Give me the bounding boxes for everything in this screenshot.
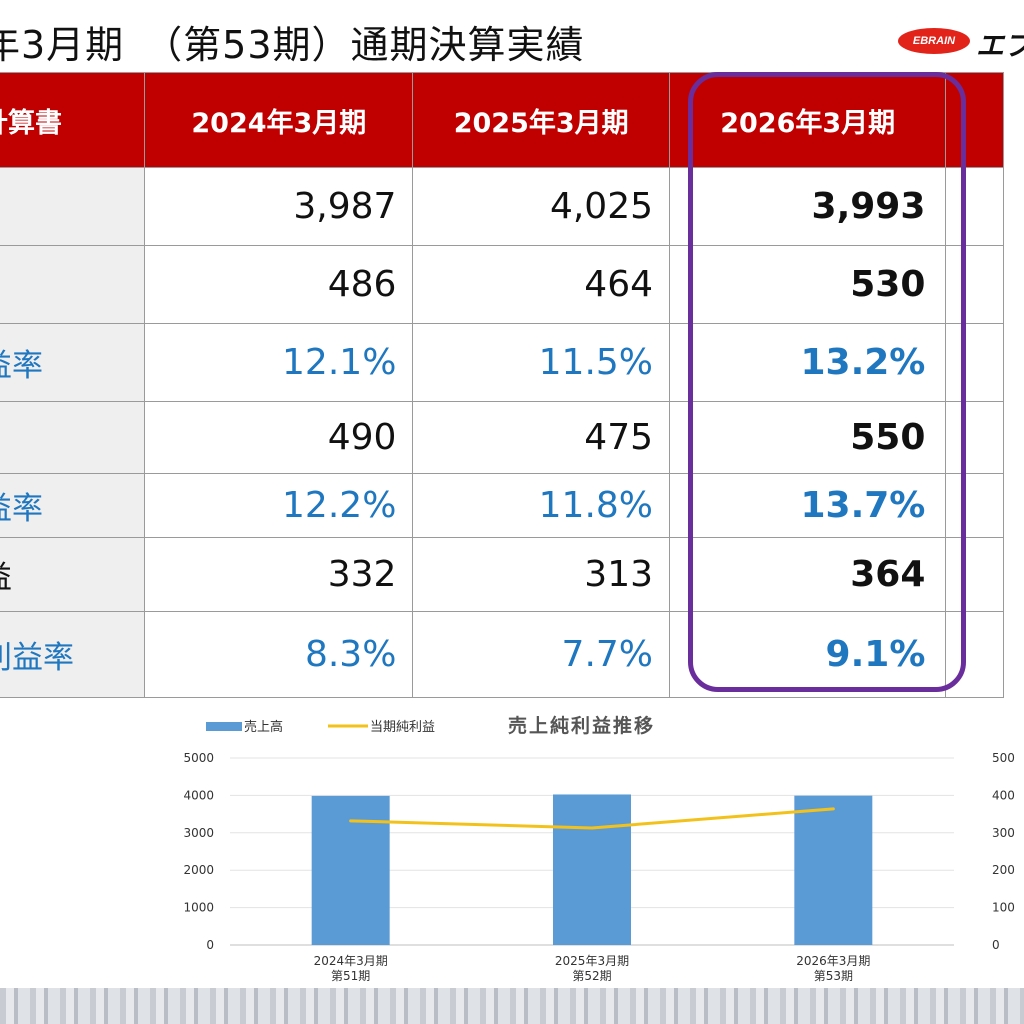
table-cell: 11.5% — [412, 323, 671, 402]
row-label: 利益率 — [0, 611, 146, 698]
x-tick-label: 2026年3月期 — [796, 954, 870, 968]
table-row: 3,987 4,025 3,993 — [0, 167, 1004, 246]
table-header-row: 計算書 2024年3月期 2025年3月期 2026年3月期 — [0, 72, 1004, 168]
y-tick-left: 0 — [206, 938, 214, 952]
bar-sales — [794, 795, 873, 945]
table-row: 490 475 550 — [0, 401, 1004, 474]
bar-sales — [553, 794, 631, 945]
y-tick-right: 400 — [992, 788, 1015, 802]
table-edge-cell — [945, 537, 1004, 612]
table-cell: 9.1% — [669, 611, 947, 698]
x-tick-label: 第51期 — [331, 969, 370, 983]
legend-label-sales: 売上高 — [244, 719, 283, 735]
table-cell: 3,987 — [144, 167, 414, 246]
company-logo: EBRAIN エブ — [896, 22, 1024, 62]
table-cell: 3,993 — [669, 167, 947, 246]
header-statement: 計算書 — [0, 72, 146, 168]
x-tick-label: 2025年3月期 — [555, 954, 629, 968]
y-tick-right: 300 — [992, 826, 1015, 840]
table-edge-cell — [945, 611, 1004, 698]
chart-legend: 売上高 当期純利益 — [206, 719, 435, 735]
table-row: 利益率8.3%7.7%9.1% — [0, 611, 1004, 698]
table-edge-cell — [945, 473, 1004, 538]
x-tick-label: 第53期 — [814, 969, 853, 983]
y-tick-left: 3000 — [183, 826, 214, 840]
row-label — [0, 401, 146, 474]
header-fy2025: 2025年3月期 — [412, 72, 671, 168]
chart-title: 売上純利益推移 — [508, 714, 655, 737]
y-tick-left: 4000 — [183, 788, 214, 802]
page-title: 年3月期 （第53期）通期決算実績 — [0, 23, 585, 67]
table-cell: 490 — [144, 401, 414, 474]
y-tick-right: 200 — [992, 863, 1015, 877]
decorative-circuit-strip — [0, 988, 1024, 1024]
table-cell: 530 — [669, 245, 947, 324]
table-edge-cell — [945, 245, 1004, 324]
legend-label-net-income: 当期純利益 — [370, 720, 435, 735]
row-label — [0, 167, 146, 246]
table-edge-cell — [945, 401, 1004, 474]
y-tick-left: 2000 — [183, 863, 214, 877]
y-tick-right: 100 — [992, 901, 1015, 915]
table-cell: 7.7% — [412, 611, 671, 698]
table-cell: 475 — [412, 401, 671, 474]
row-label: 益率 — [0, 473, 146, 538]
row-label — [0, 245, 146, 324]
x-tick-label: 第52期 — [572, 969, 611, 983]
table-row: 益率12.2%11.8%13.7% — [0, 473, 1004, 538]
table-cell: 4,025 — [412, 167, 671, 246]
header-edge — [945, 72, 1004, 168]
table-row: 益率12.1%11.5%13.2% — [0, 323, 1004, 402]
table-cell: 8.3% — [144, 611, 414, 698]
plot-area: 0 1000 2000 3000 4000 5000 0 100 200 300 400 500 202… — [183, 751, 1014, 983]
row-label: 益 — [0, 537, 146, 612]
table-cell: 13.2% — [669, 323, 947, 402]
table-cell: 12.2% — [144, 473, 414, 538]
y-tick-left: 5000 — [183, 751, 214, 765]
y-tick-left: 1000 — [183, 901, 214, 915]
point-net-income — [831, 807, 835, 811]
point-net-income — [590, 826, 594, 830]
logo-mark: EBRAIN — [898, 28, 970, 54]
y-tick-right: 0 — [992, 938, 1000, 952]
table-row: 益332313364 — [0, 537, 1004, 612]
table-cell: 332 — [144, 537, 414, 612]
table-cell: 550 — [669, 401, 947, 474]
table-cell: 364 — [669, 537, 947, 612]
header-fy2026: 2026年3月期 — [669, 72, 947, 168]
sales-net-income-chart: 売上高 当期純利益 売上純利益推移 0100020003000400050000… — [183, 714, 1014, 983]
table-cell: 464 — [412, 245, 671, 324]
table-cell: 12.1% — [144, 323, 414, 402]
table-cell: 313 — [412, 537, 671, 612]
x-tick-label: 2024年3月期 — [314, 954, 388, 968]
table-cell: 13.7% — [669, 473, 947, 538]
table-cell: 11.8% — [412, 473, 671, 538]
header-fy2024: 2024年3月期 — [144, 72, 414, 168]
y-tick-right: 500 — [992, 751, 1015, 765]
table-edge-cell — [945, 323, 1004, 402]
point-net-income — [349, 819, 353, 823]
table-cell: 486 — [144, 245, 414, 324]
income-statement-table: 計算書 2024年3月期 2025年3月期 2026年3月期 3,9874,02… — [0, 72, 1004, 698]
table-edge-cell — [945, 167, 1004, 246]
bar-sales — [311, 795, 390, 945]
table-row: 486 464 530 — [0, 245, 1004, 324]
legend-swatch-sales — [206, 722, 242, 731]
logo-text: エブ — [976, 29, 1024, 62]
row-label: 益率 — [0, 323, 146, 402]
